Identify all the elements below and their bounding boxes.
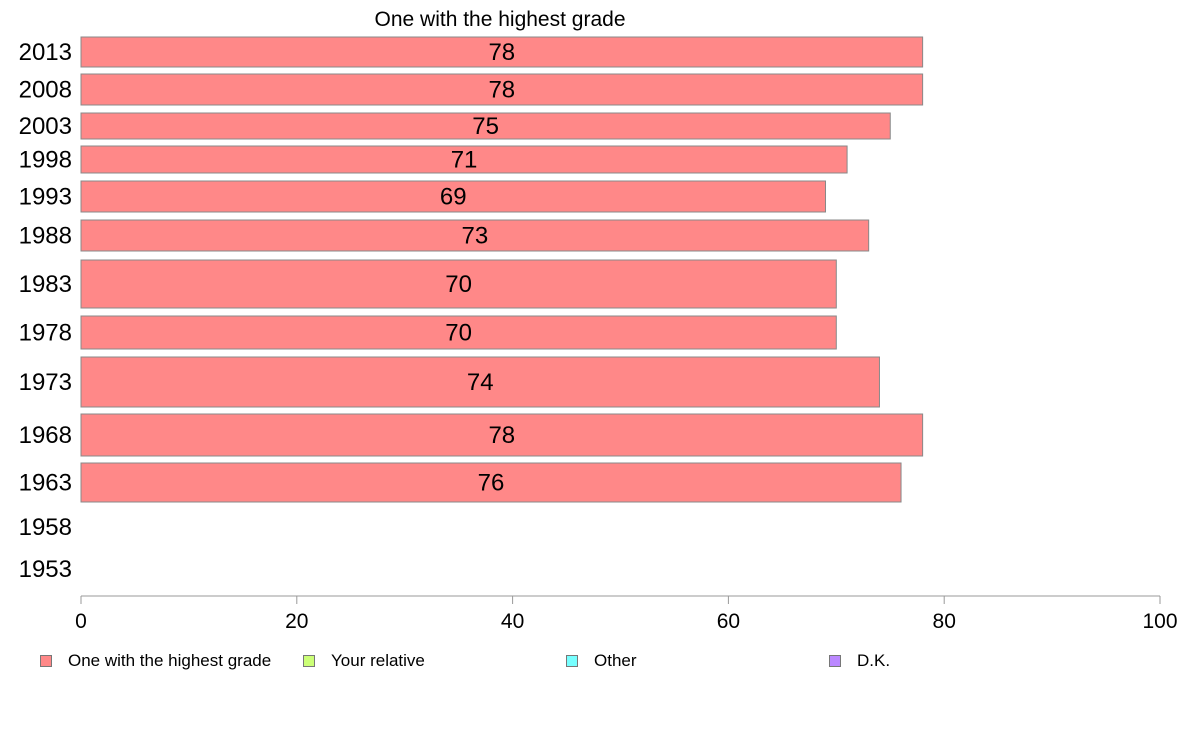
bar-value-label: 70 [445,320,472,347]
y-tick-label: 1953 [19,556,72,583]
y-tick-label: 1968 [19,422,72,449]
legend-label-dk: D.K. [857,651,891,670]
bar [80,112,891,140]
bar [80,36,924,68]
y-tick-label: 1978 [19,320,72,347]
bar [80,462,902,503]
x-tick-label: 20 [285,610,308,633]
legend-item-your-relative: Your relative [303,650,425,672]
x-axis-ticks: 0 20 40 60 80 100 [75,596,1178,633]
bar-value-label: 78 [488,422,515,449]
bar-value-label: 78 [488,39,515,66]
bar [80,145,848,174]
legend-swatch-dk [829,655,841,667]
legend-label-other: Other [594,651,637,670]
y-tick-label: 1963 [19,470,72,497]
bar-rows: 2013 78 2008 78 2003 75 1998 71 1993 69 1988 73 1983… [19,36,924,583]
legend-swatch-other [566,655,578,667]
x-tick-label: 0 [75,610,87,633]
bar-value-label: 70 [445,271,472,298]
bar [80,73,924,106]
y-tick-label: 2013 [19,39,72,66]
y-tick-label: 1993 [19,184,72,211]
bar [80,180,827,213]
legend-label-your-relative: Your relative [331,651,425,670]
y-tick-label: 1998 [19,147,72,174]
chart-title: One with the highest grade [375,8,626,31]
bar-value-label: 74 [467,369,494,396]
bar [80,315,837,350]
bar [80,356,880,408]
x-tick-label: 40 [501,610,524,633]
y-tick-label: 1973 [19,369,72,396]
x-tick-label: 100 [1142,610,1177,633]
legend-item-other: Other [566,650,637,672]
bar-value-label: 69 [440,184,467,211]
bar-value-label: 75 [472,113,499,140]
bar-value-label: 76 [478,470,505,497]
legend-label-highest-grade: One with the highest grade [68,651,272,670]
y-tick-label: 1958 [19,514,72,541]
x-tick-label: 80 [933,610,956,633]
x-tick-label: 60 [717,610,740,633]
bar [80,219,870,252]
bar [80,259,837,309]
legend-item-dk: D.K. [829,650,890,672]
legend: One with the highest grade Your relative… [0,650,1188,672]
y-tick-label: 2003 [19,113,72,140]
legend-item-highest-grade: One with the highest grade [40,650,271,672]
bar-value-label: 71 [451,147,478,174]
y-tick-label: 2008 [19,77,72,104]
y-tick-label: 1988 [19,223,72,250]
bar [80,413,924,457]
y-tick-label: 1983 [19,271,72,298]
bar-value-label: 73 [461,223,488,250]
legend-swatch-your-relative [303,655,315,667]
bar-value-label: 78 [488,77,515,104]
legend-swatch-highest-grade [40,655,52,667]
